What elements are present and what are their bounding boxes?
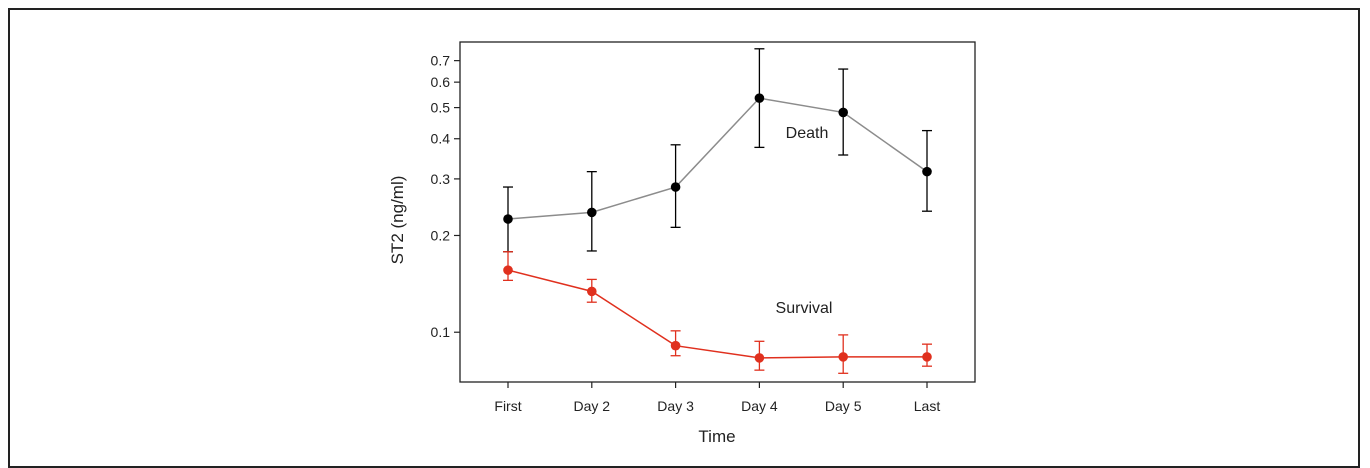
data-point	[587, 207, 597, 218]
st2-line-chart: 0.1 0.2 0.3 0.4 0.5 0.6 0.7 First Day 2 Day 3 Day…	[388, 41, 976, 446]
data-point	[503, 265, 513, 275]
y-tick-label: 0.6	[431, 74, 451, 90]
series-survival-line	[507, 269, 927, 359]
series-death-line	[507, 97, 928, 220]
y-tick-label: 0.2	[431, 227, 451, 243]
y-axis-title: ST2 (ng/ml)	[388, 176, 407, 265]
y-axis-ticks: 0.1 0.2 0.3 0.4 0.5 0.6 0.7	[431, 53, 460, 340]
y-tick-label: 0.4	[431, 131, 451, 147]
x-tick-label: First	[494, 398, 521, 414]
y-tick-label: 0.1	[431, 324, 451, 340]
series-layer	[503, 48, 932, 374]
x-tick-label: Day 4	[741, 398, 778, 414]
x-tick-label: Day 2	[574, 398, 611, 414]
figure-frame: 0.1 0.2 0.3 0.4 0.5 0.6 0.7 First Day 2 Day 3 Day…	[8, 8, 1360, 468]
series-labels: Death Survival	[776, 125, 833, 317]
plot-area	[459, 41, 976, 383]
x-tick-label: Last	[914, 398, 941, 414]
data-point	[587, 286, 597, 297]
series-label-survival: Survival	[776, 300, 833, 317]
x-tick-label: Day 5	[825, 398, 862, 414]
data-point	[922, 166, 932, 177]
data-point	[922, 352, 932, 362]
series-death	[503, 48, 932, 253]
data-point	[670, 340, 681, 351]
y-tick-label: 0.3	[431, 171, 451, 187]
x-axis-ticks: First Day 2 Day 3 Day 4 Day 5 Last	[494, 382, 940, 414]
x-axis-title: Time	[698, 427, 735, 446]
y-tick-label: 0.7	[431, 53, 451, 69]
data-point	[670, 182, 681, 192]
data-point	[754, 353, 765, 363]
data-point	[838, 352, 848, 362]
series-survival	[503, 251, 932, 374]
data-point	[754, 93, 765, 103]
y-tick-label: 0.5	[431, 100, 451, 116]
data-point	[503, 214, 513, 224]
data-point	[838, 107, 848, 118]
x-tick-label: Day 3	[657, 398, 694, 414]
series-label-death: Death	[786, 125, 829, 142]
